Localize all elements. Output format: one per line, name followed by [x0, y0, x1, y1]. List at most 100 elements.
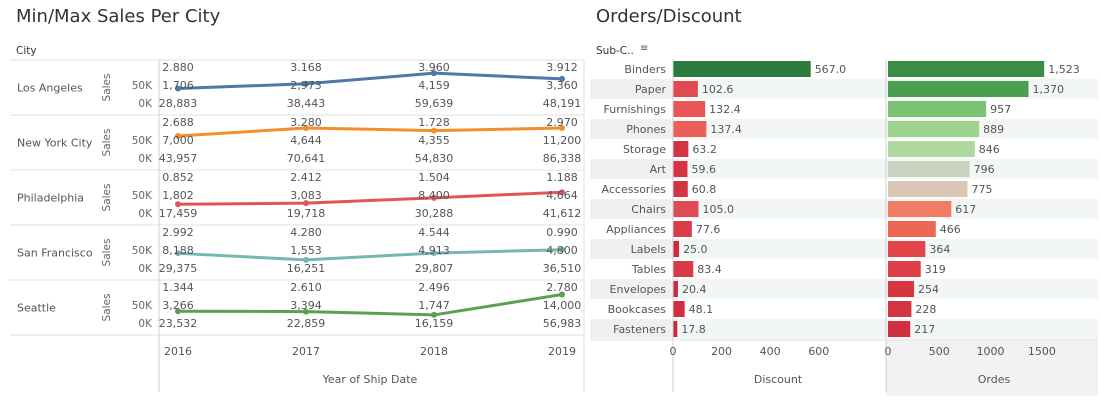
orders-value-label: 1,370 [1033, 83, 1065, 96]
data-label-bottom: 41,612 [543, 207, 582, 220]
category-label-appliances: Appliances [606, 223, 666, 236]
data-label-bottom: 29,375 [159, 262, 198, 275]
data-label-mid: 4,355 [418, 134, 450, 147]
category-label-phones: Phones [626, 123, 666, 136]
data-point [175, 250, 181, 257]
orders-value-label: 364 [929, 243, 950, 256]
orders-bar [888, 321, 911, 337]
data-label-top: 2.780 [546, 281, 578, 294]
orders-bar [888, 181, 968, 197]
discount-value-label: 567.0 [815, 63, 847, 76]
data-label-top: 2.412 [290, 171, 322, 184]
y-tick-label: 50K [132, 245, 153, 257]
discount-value-label: 25.0 [683, 243, 708, 256]
sales-axis-label-philadelphia: Sales [101, 184, 113, 212]
discount-value-label: 132.4 [709, 103, 741, 116]
y-tick-label: 50K [132, 300, 153, 312]
orders-value-label: 957 [990, 103, 1011, 116]
orders-value-label: 1,523 [1048, 63, 1080, 76]
series-line-new-york-city [177, 126, 563, 138]
discount-bar [673, 261, 694, 277]
discount-bar [673, 81, 698, 97]
x-axis: 2016 2017 2018 2019 [164, 345, 576, 358]
discount-bar [673, 281, 678, 297]
data-label-bottom: 48,191 [543, 97, 582, 110]
x-tick-label: 2017 [292, 345, 320, 358]
series-line-los-angeles [177, 71, 563, 91]
data-point [303, 200, 309, 207]
data-label-bottom: 59,639 [415, 97, 454, 110]
series-line-san-francisco [177, 248, 563, 262]
data-label-mid: 1,706 [162, 79, 194, 92]
data-label-mid: 3,266 [162, 299, 194, 312]
orders-value-label: 796 [974, 163, 995, 176]
data-label-mid: 4,644 [290, 134, 322, 147]
category-label-tables: Tables [631, 263, 666, 276]
discount-tick-label: 0 [670, 345, 677, 358]
orders-discount-chart: Sub-C.. Binders 567.0 1,523 Paper 102.6 1,370… [590, 45, 1098, 396]
orders-value-label: 228 [915, 303, 936, 316]
bar-axes: 0 200 400 600 0 500 1000 1500 [590, 59, 1098, 392]
orders-value-label: 319 [925, 263, 946, 276]
data-point [303, 308, 309, 315]
data-point [559, 75, 565, 82]
data-point [559, 246, 565, 253]
discount-bar [673, 301, 685, 317]
category-label-art: Art [650, 163, 667, 176]
data-point [303, 256, 309, 263]
discount-bar [673, 61, 811, 77]
category-label-chairs: Chairs [631, 203, 666, 216]
discount-bar [673, 181, 688, 197]
orders-tick-label: 1000 [977, 345, 1005, 358]
discount-bar [673, 321, 678, 337]
data-point [431, 70, 437, 77]
data-label-mid: 4,159 [418, 79, 450, 92]
data-label-mid: 7,000 [162, 134, 194, 147]
city-label-philadelphia: Philadelphia [17, 192, 84, 205]
orders-bar [888, 141, 975, 157]
category-label-fasteners: Fasteners [613, 323, 666, 336]
data-label-top: 2.496 [418, 281, 450, 294]
data-label-top: 3.960 [418, 61, 450, 74]
data-label-top: 1.728 [418, 116, 450, 129]
data-label-bottom: 16,251 [287, 262, 326, 275]
data-label-bottom: 29,807 [415, 262, 454, 275]
data-label-bottom: 17,459 [159, 207, 198, 220]
data-label-mid: 4,664 [546, 189, 578, 202]
data-label-bottom: 22,859 [287, 317, 326, 330]
orders-value-label: 254 [918, 283, 939, 296]
sales-axis-label-new-york-city: Sales [101, 129, 113, 157]
orders-tick-label: 0 [885, 345, 892, 358]
data-label-mid: 11,200 [543, 134, 582, 147]
city-panels: Los Angeles Sales 50K 0K 2.880 3.168 3.960 3.91… [10, 61, 584, 336]
category-label-paper: Paper [635, 83, 667, 96]
data-label-bottom: 36,510 [543, 262, 582, 275]
data-label-mid: 3,360 [546, 79, 578, 92]
data-label-bottom: 16,159 [415, 317, 454, 330]
orders-tick-label: 1500 [1028, 345, 1056, 358]
data-label-bottom: 28,883 [159, 97, 198, 110]
orders-bar [888, 281, 915, 297]
data-label-top: 2.688 [162, 116, 194, 129]
discount-axis-title: Discount [754, 373, 803, 386]
y-tick-label: 0K [138, 153, 153, 165]
orders-bar [888, 201, 952, 217]
subcategory-rows: Binders 567.0 1,523 Paper 102.6 1,370 Furnishi… [590, 61, 1098, 339]
data-label-bottom: 86,338 [543, 152, 582, 165]
discount-value-label: 63.2 [692, 143, 717, 156]
discount-value-label: 17.8 [681, 323, 706, 336]
data-label-mid: 2,973 [290, 79, 322, 92]
data-label-bottom: 70,641 [287, 152, 326, 165]
data-point [303, 125, 309, 131]
data-label-mid: 8,188 [162, 244, 194, 257]
data-point [559, 291, 565, 298]
orders-axis-title: Ordes [978, 373, 1011, 386]
discount-value-label: 102.6 [702, 83, 734, 96]
discount-value-label: 48.1 [689, 303, 714, 316]
x-tick-label: 2016 [164, 345, 192, 358]
sort-icon-subcategory[interactable]: ≡ [640, 43, 649, 54]
subcategory-row-header: Sub-C.. [596, 45, 634, 57]
data-label-top: 3.912 [546, 61, 578, 74]
x-tick-label: 2018 [420, 345, 448, 358]
